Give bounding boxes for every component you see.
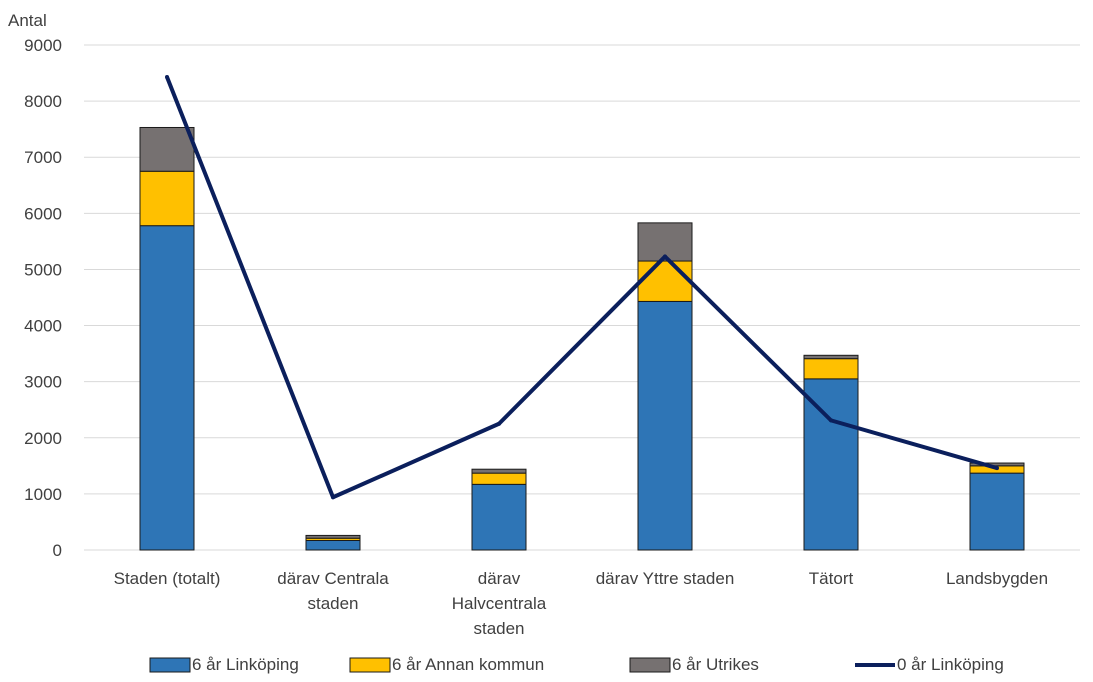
y-tick-label: 5000	[24, 260, 62, 279]
y-tick-label: 3000	[24, 373, 62, 392]
legend-label: 6 år Annan kommun	[392, 655, 544, 674]
bars	[139, 126, 1025, 551]
x-category-label: Landsbygden	[946, 569, 1048, 588]
line-point	[663, 254, 667, 259]
x-category-label: Staden (totalt)	[114, 569, 221, 588]
y-axis-ticks: 0 1000 2000 3000 4000 5000 6000 7000 8000 9000	[24, 36, 62, 560]
bar-segment-2	[139, 170, 195, 227]
legend: 6 år Linköping 6 år Annan kommun 6 år Utri…	[149, 655, 1004, 674]
legend-swatch	[149, 657, 191, 673]
x-category-label: därav Yttre staden	[596, 569, 735, 588]
y-tick-label: 7000	[24, 148, 62, 167]
bar-segment-2	[803, 358, 859, 380]
y-tick-label: 2000	[24, 429, 62, 448]
y-tick-label: 9000	[24, 36, 62, 55]
x-category-label: Tätort	[809, 569, 854, 588]
bar-segment-1	[139, 225, 195, 551]
bar-segment-3	[471, 468, 527, 474]
x-category-label: därav Centrala staden	[277, 569, 389, 613]
line-point	[331, 495, 335, 500]
line-point	[995, 466, 999, 471]
bar-segment-3	[139, 126, 195, 172]
bar-segment-3	[969, 462, 1025, 467]
line-point	[497, 421, 501, 426]
bar-segment-2	[471, 472, 527, 485]
y-tick-label: 8000	[24, 92, 62, 111]
legend-swatch	[629, 657, 671, 673]
legend-swatch	[349, 657, 391, 673]
bar-segment-1	[305, 539, 361, 551]
bar-segment-1	[969, 472, 1025, 551]
line-point	[829, 418, 833, 423]
bar-segment-3	[803, 354, 859, 360]
y-tick-label: 6000	[24, 204, 62, 223]
y-axis-label: Antal	[8, 11, 47, 30]
y-tick-label: 4000	[24, 317, 62, 336]
bar-segment-2	[637, 260, 693, 302]
line-series	[165, 74, 999, 500]
line-series-path	[165, 76, 998, 500]
x-axis-categories: Staden (totalt) därav Centrala staden därav…	[114, 569, 1048, 638]
legend-label: 6 år Utrikes	[672, 655, 759, 674]
legend-label: 6 år Linköping	[192, 655, 299, 674]
bar-segment-1	[803, 378, 859, 551]
y-tick-label: 0	[53, 541, 62, 560]
line-point	[165, 74, 169, 79]
bar-segment-1	[637, 300, 693, 551]
gridlines	[84, 44, 1080, 551]
x-category-label: därav Halvcentrala staden	[452, 569, 547, 638]
legend-label: 0 år Linköping	[897, 655, 1004, 674]
y-tick-label: 1000	[24, 485, 62, 504]
bar-segment-3	[305, 534, 361, 539]
bar-segment-1	[471, 483, 527, 551]
